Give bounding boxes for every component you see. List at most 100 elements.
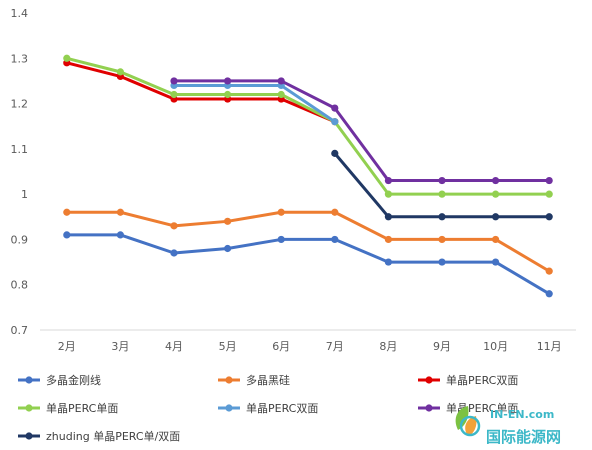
data-point <box>63 231 71 239</box>
data-point <box>170 77 178 85</box>
x-tick-label: 4月 <box>165 340 183 353</box>
series-0 <box>63 231 553 298</box>
data-point <box>438 235 446 244</box>
data-point <box>438 213 446 221</box>
data-point <box>492 258 500 266</box>
y-tick-label: 0.7 <box>11 324 29 337</box>
series-line <box>65 61 337 124</box>
y-tick-label: 1.4 <box>11 7 29 20</box>
data-point <box>545 290 553 298</box>
x-tick-label: 9月 <box>433 340 451 353</box>
data-point <box>384 213 392 221</box>
data-point <box>438 176 446 185</box>
data-point <box>224 217 232 225</box>
series-group <box>63 54 553 298</box>
legend-label: 多晶黑硅 <box>246 373 290 387</box>
data-point <box>63 208 71 216</box>
data-point <box>116 208 124 216</box>
legend-label: 单晶PERC双面 <box>246 402 318 415</box>
series-4 <box>170 81 339 126</box>
legend-item: zhuding 单晶PERC单/双面 <box>18 430 180 443</box>
data-point <box>224 90 232 99</box>
legend-swatch-marker <box>25 432 33 440</box>
data-point <box>492 176 500 185</box>
data-point <box>492 235 500 244</box>
legend-swatch-marker <box>225 404 233 412</box>
x-tick-label: 2月 <box>58 340 76 353</box>
data-point <box>277 90 285 99</box>
legend-label: 单晶PERC双面 <box>446 374 518 387</box>
legend-swatch-marker <box>25 404 33 412</box>
data-point <box>277 77 285 85</box>
series-line <box>172 83 337 124</box>
x-tick-label: 10月 <box>483 340 508 353</box>
x-tick-label: 8月 <box>379 340 397 353</box>
data-point <box>384 190 392 198</box>
legend-item: 单晶PERC双面 <box>418 374 518 387</box>
data-point <box>545 176 553 185</box>
data-point <box>384 235 392 244</box>
data-point <box>277 208 285 216</box>
data-point <box>438 190 446 198</box>
series-line <box>172 79 551 183</box>
data-point <box>331 208 339 216</box>
legend-swatch-marker <box>25 376 33 384</box>
series-line <box>65 56 551 196</box>
data-point <box>170 90 178 99</box>
data-point <box>331 104 339 112</box>
x-tick-label: 7月 <box>326 340 344 353</box>
data-point <box>384 258 392 266</box>
watermark-top-text: IN-EN.com <box>490 408 554 421</box>
series-line <box>65 233 551 296</box>
legend-swatch-marker <box>425 404 433 412</box>
x-tick-label: 11月 <box>537 340 562 353</box>
data-point <box>224 244 232 253</box>
data-point <box>224 77 232 85</box>
legend-item: 单晶PERC双面 <box>218 402 318 415</box>
legend-swatch-marker <box>425 376 433 384</box>
data-point <box>545 190 553 198</box>
legend-label: 多晶金刚线 <box>46 373 101 387</box>
y-tick-label: 1.3 <box>11 52 29 65</box>
series-1 <box>63 208 553 275</box>
data-point <box>438 258 446 266</box>
legend-item: 单晶PERC单面 <box>18 402 118 415</box>
data-point <box>63 54 71 62</box>
x-tick-label: 5月 <box>219 340 237 353</box>
series-5 <box>170 77 553 185</box>
legend-item: 多晶金刚线 <box>18 373 101 387</box>
leaf-logo-icon <box>455 406 481 437</box>
watermark-bottom-text: 国际能源网 <box>486 428 561 446</box>
x-tick-label: 3月 <box>111 340 129 353</box>
data-point <box>545 213 553 221</box>
data-point <box>170 249 178 257</box>
x-tick-label: 6月 <box>272 340 290 353</box>
y-tick-label: 1.2 <box>11 98 29 111</box>
legend-swatch-marker <box>225 376 233 384</box>
series-6 <box>331 149 553 221</box>
axes: 0.7 0.8 0.9 1 1.1 1.2 1.3 1.4 2月 3月 4月 5月 6月 7月 8月 9月 10… <box>11 7 576 353</box>
data-point <box>492 190 500 198</box>
data-point <box>331 149 339 157</box>
data-point <box>331 118 339 126</box>
data-point <box>170 222 178 230</box>
legend-label: 单晶PERC单面 <box>46 402 118 415</box>
data-point <box>116 68 124 76</box>
data-point <box>492 213 500 221</box>
y-tick-label: 0.8 <box>11 279 29 292</box>
data-point <box>331 235 339 244</box>
y-tick-label: 1.1 <box>11 143 29 156</box>
data-point <box>384 176 392 185</box>
data-point <box>277 235 285 244</box>
legend-item: 多晶黑硅 <box>218 373 290 387</box>
y-tick-label: 0.9 <box>11 233 29 246</box>
series-line <box>65 210 551 273</box>
y-tick-label: 1 <box>21 188 28 201</box>
data-point <box>545 267 553 275</box>
legend-label: zhuding 单晶PERC单/双面 <box>46 430 180 443</box>
watermark-logo: IN-EN.com 国际能源网 <box>455 406 561 446</box>
series-3 <box>63 54 553 198</box>
data-point <box>116 231 124 239</box>
